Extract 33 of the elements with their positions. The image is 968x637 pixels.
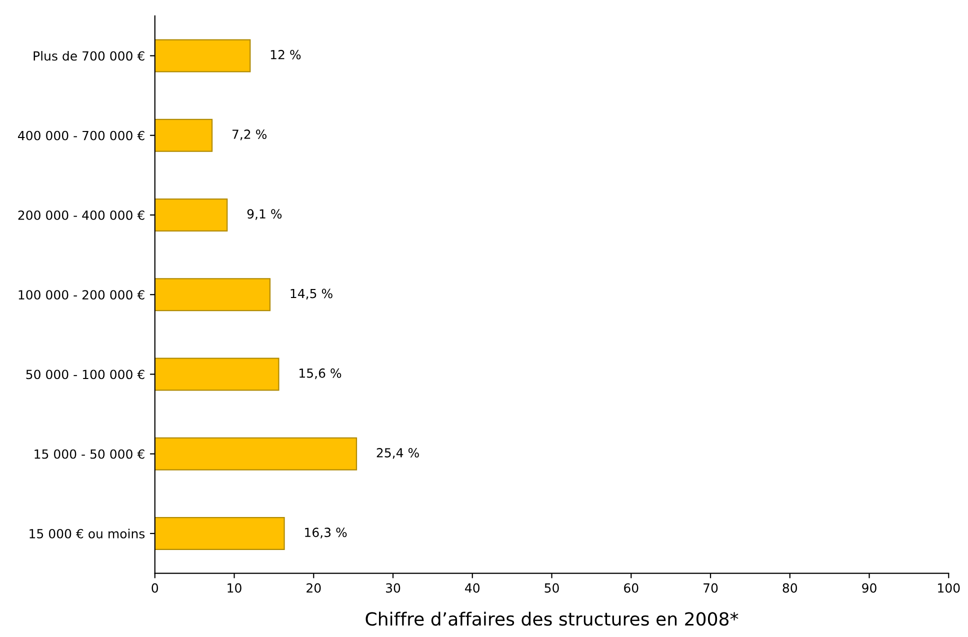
data-label: 14,5 % xyxy=(290,288,332,300)
x-tick-label: 50 xyxy=(544,583,559,593)
bar xyxy=(154,358,280,391)
x-tick-label: 30 xyxy=(386,583,400,593)
x-tick-label: 40 xyxy=(465,583,480,593)
x-tick-label: 70 xyxy=(704,583,718,593)
x-tick-label: 90 xyxy=(862,583,876,593)
bar xyxy=(154,517,285,550)
x-tick-label: 60 xyxy=(624,583,638,593)
x-axis-title: Chiffre d’affaires des structures en 2008* xyxy=(366,612,738,626)
y-tick-label: 200 000 - 400 000 € xyxy=(18,210,144,220)
y-tick-label: 100 000 - 200 000 € xyxy=(18,290,144,300)
y-tick-label: 15 000 - 50 000 € xyxy=(34,449,144,459)
data-label: 12 % xyxy=(270,50,301,60)
bar xyxy=(154,39,251,72)
data-label: 15,6 % xyxy=(300,368,342,380)
data-label: 9,1 % xyxy=(247,209,282,220)
x-tick-label: 100 xyxy=(938,583,960,593)
bar xyxy=(154,118,213,152)
data-label: 25,4 % xyxy=(376,448,419,459)
bar xyxy=(154,278,271,312)
bar xyxy=(154,198,228,232)
y-tick-label: 15 000 € ou moins xyxy=(30,528,145,538)
x-tick-label: 80 xyxy=(782,583,798,593)
data-label: 16,3 % xyxy=(305,528,347,538)
y-tick-label: 400 000 - 700 000 € xyxy=(18,130,144,140)
bar xyxy=(154,437,358,470)
data-label: 7,2 % xyxy=(232,130,267,140)
y-tick-label: Plus de 700 000 € xyxy=(34,50,144,61)
x-tick-label: 0 xyxy=(152,583,158,593)
x-tick-label: 20 xyxy=(306,583,321,593)
y-tick-label: 50 000 - 100 000 € xyxy=(26,370,144,380)
x-tick-label: 10 xyxy=(228,583,242,593)
